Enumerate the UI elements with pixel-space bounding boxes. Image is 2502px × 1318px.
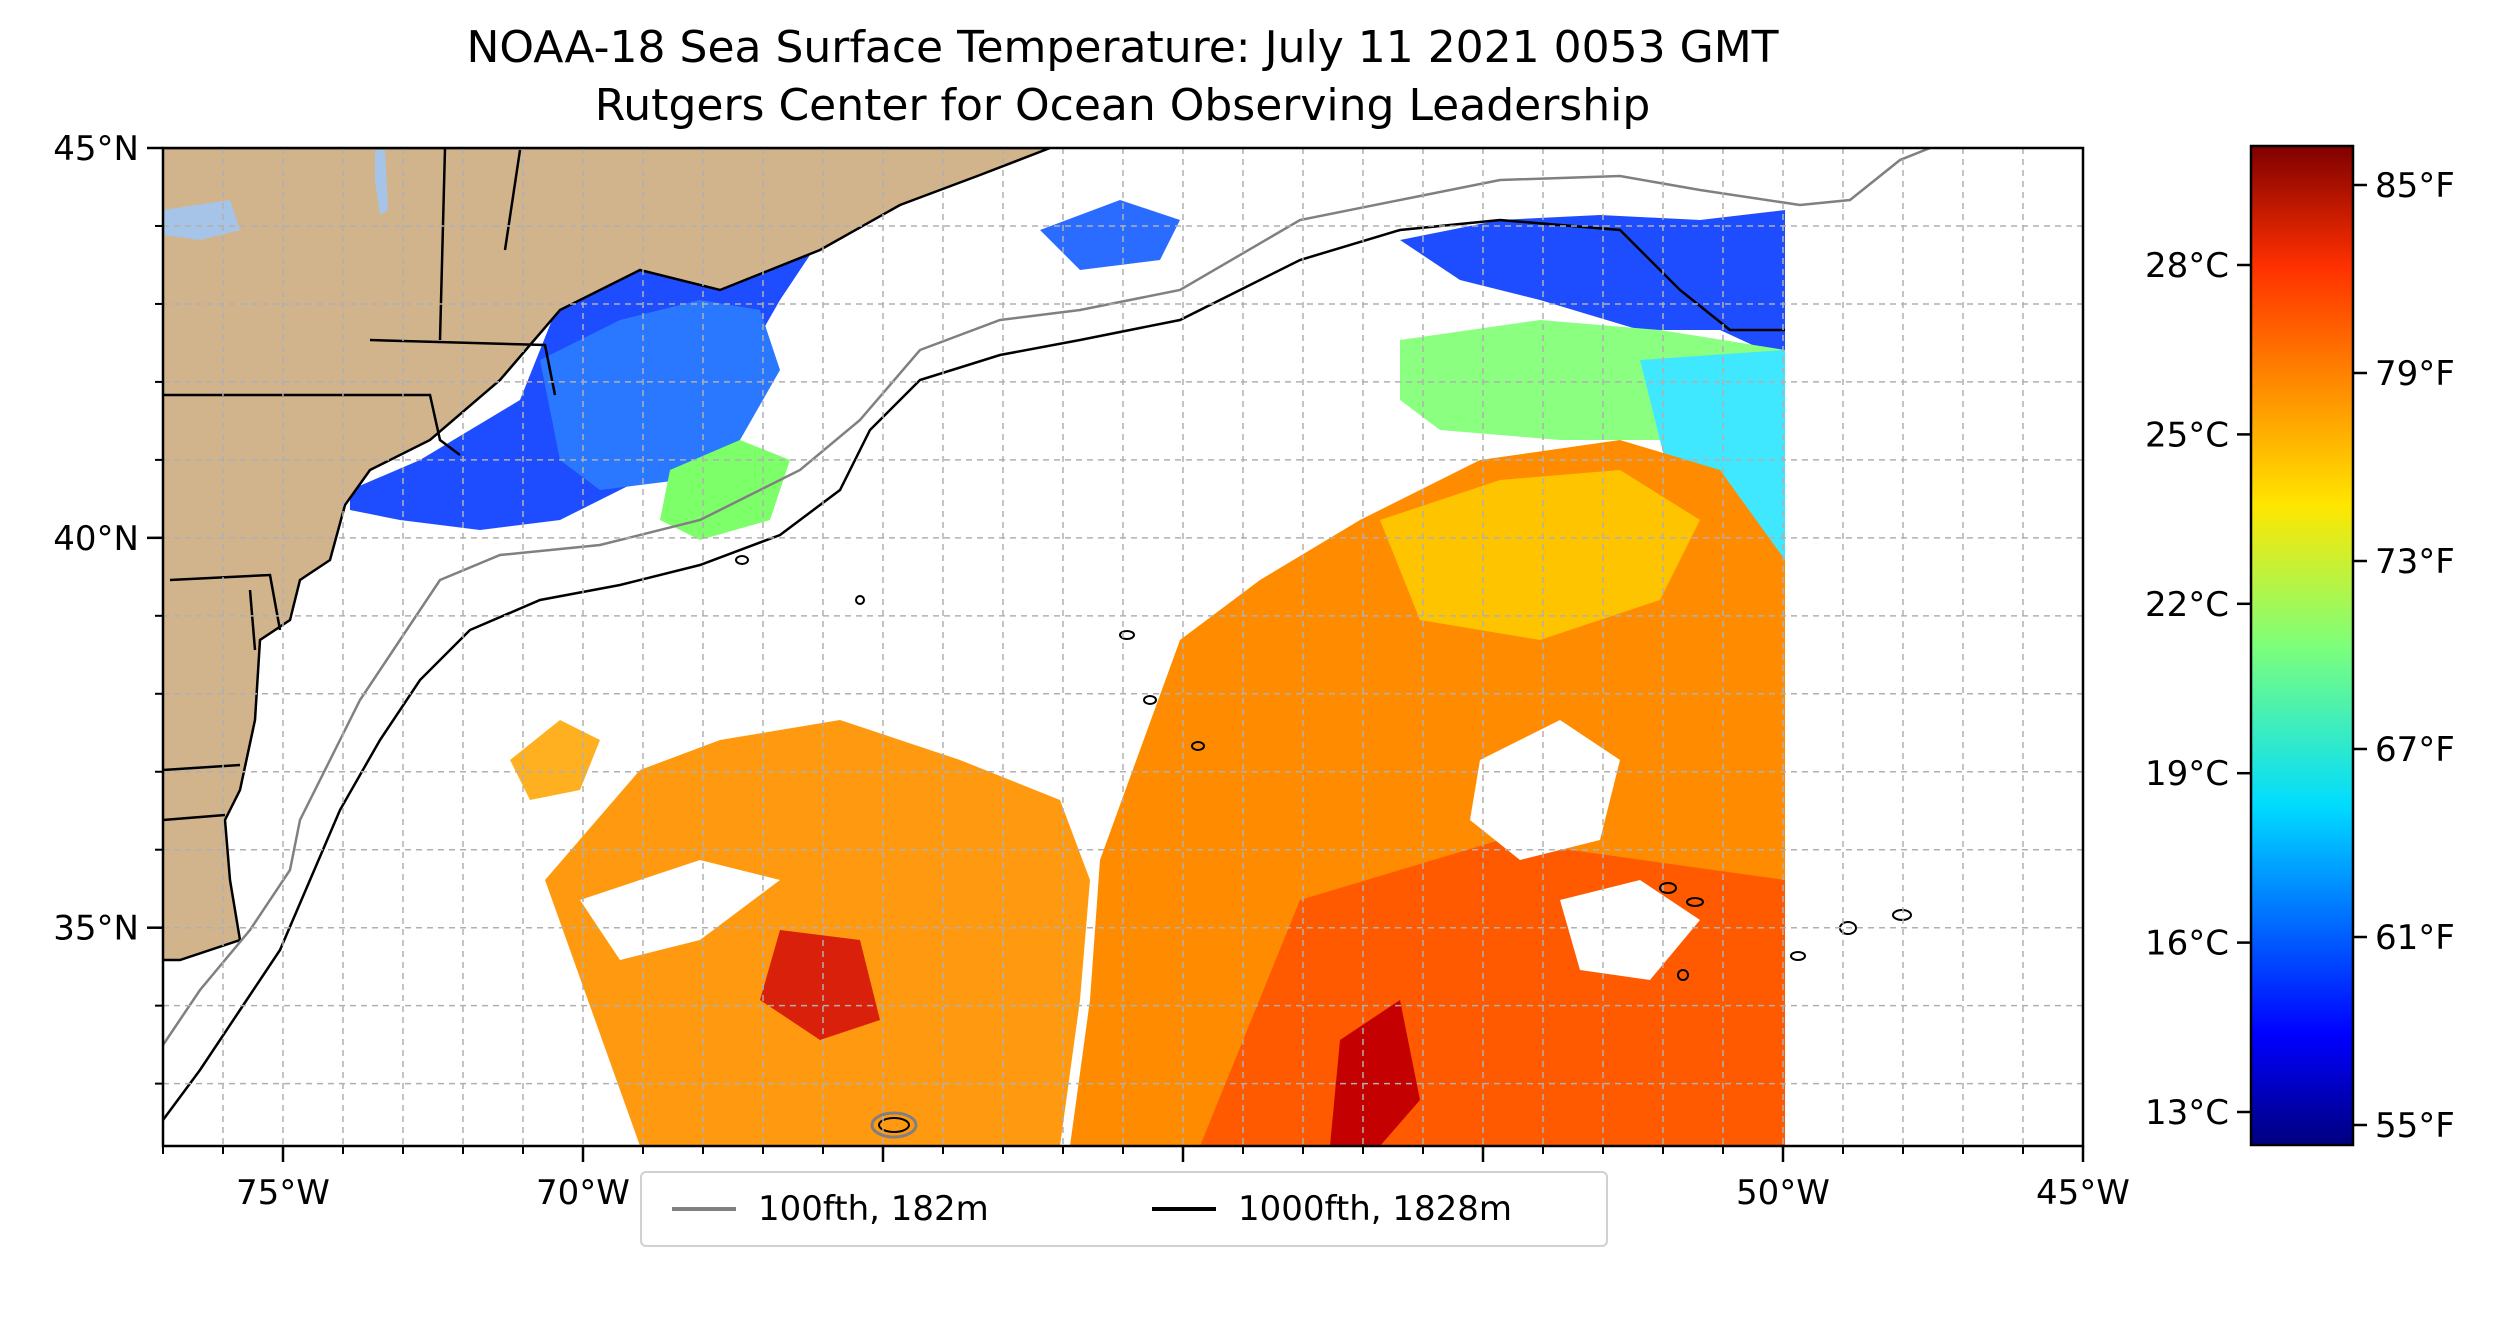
lakes [163,150,388,240]
celsius-tick-label: 16°C [2145,924,2229,964]
y-axis: 45°N 40°N 35°N [53,129,163,1085]
fahrenheit-tick-label: 55°F [2375,1106,2455,1146]
x-tick-label: 75°W [236,1173,330,1213]
celsius-tick-label: 13°C [2145,1093,2229,1133]
seamount-contours [735,555,1912,1139]
colorbar [2249,144,2355,1147]
fahrenheit-tick-label: 73°F [2375,542,2455,582]
x-tick-label: 50°W [1736,1173,1830,1213]
sst-northeast-cold [1400,210,1785,360]
x-tick-label: 70°W [536,1173,630,1213]
celsius-tick-label: 19°C [2145,754,2229,794]
legend-label-100fth: 100fth, 182m [758,1189,989,1229]
fahrenheit-tick-label: 79°F [2375,354,2455,394]
x-tick-label: 45°W [2036,1173,2130,1213]
y-tick-label: 40°N [53,519,139,559]
y-tick-label: 35°N [53,909,139,949]
legend-swatch-100fth [672,1207,736,1211]
isobath-legend: 100fth, 182m 1000fth, 1828m [640,1171,1608,1247]
celsius-tick-label: 22°C [2145,585,2229,625]
fahrenheit-tick-label: 61°F [2375,918,2455,958]
map-title: NOAA-18 Sea Surface Temperature: July 11… [466,22,1779,73]
sst-hottest-streak [1330,1000,1420,1146]
legend-swatch-1000fth [1152,1207,1216,1211]
sst-mild-patch [660,440,790,540]
coastline [163,148,1051,962]
land-mass [163,148,1050,960]
colorbar-ticks: 28°C 25°C 22°C 19°C 16°C 13°C 85°F 79°F 73°F 67°F… [2145,166,2455,1146]
sst-southwest-warm [545,720,1090,1146]
cloud-gap [1560,880,1700,980]
sst-cold-patch [1040,200,1180,270]
legend-item-100fth: 100fth, 182m [672,1173,989,1245]
map-panel[interactable] [163,148,2083,1146]
map-subtitle: Rutgers Center for Ocean Observing Leade… [594,80,1651,131]
legend-label-1000fth: 1000fth, 1828m [1238,1189,1513,1229]
isobath-100fth [163,148,1931,1046]
fahrenheit-tick-label: 85°F [2375,166,2455,206]
graticule [163,148,2083,1146]
state-borders [163,148,557,822]
sst-cool-region [540,300,780,490]
y-tick-label: 45°N [53,129,139,169]
legend-item-1000fth: 1000fth, 1828m [1152,1173,1512,1245]
sst-hot-patch [760,930,880,1040]
fahrenheit-tick-label: 67°F [2375,730,2455,770]
isobath-1000fth [163,218,1785,1121]
cloud-gap [1470,720,1620,860]
cloud-gap [580,860,780,960]
celsius-tick-label: 25°C [2145,415,2229,455]
celsius-tick-label: 28°C [2145,246,2229,286]
sst-warm-patch [510,720,600,800]
sst-warm-yellow [1380,470,1700,640]
